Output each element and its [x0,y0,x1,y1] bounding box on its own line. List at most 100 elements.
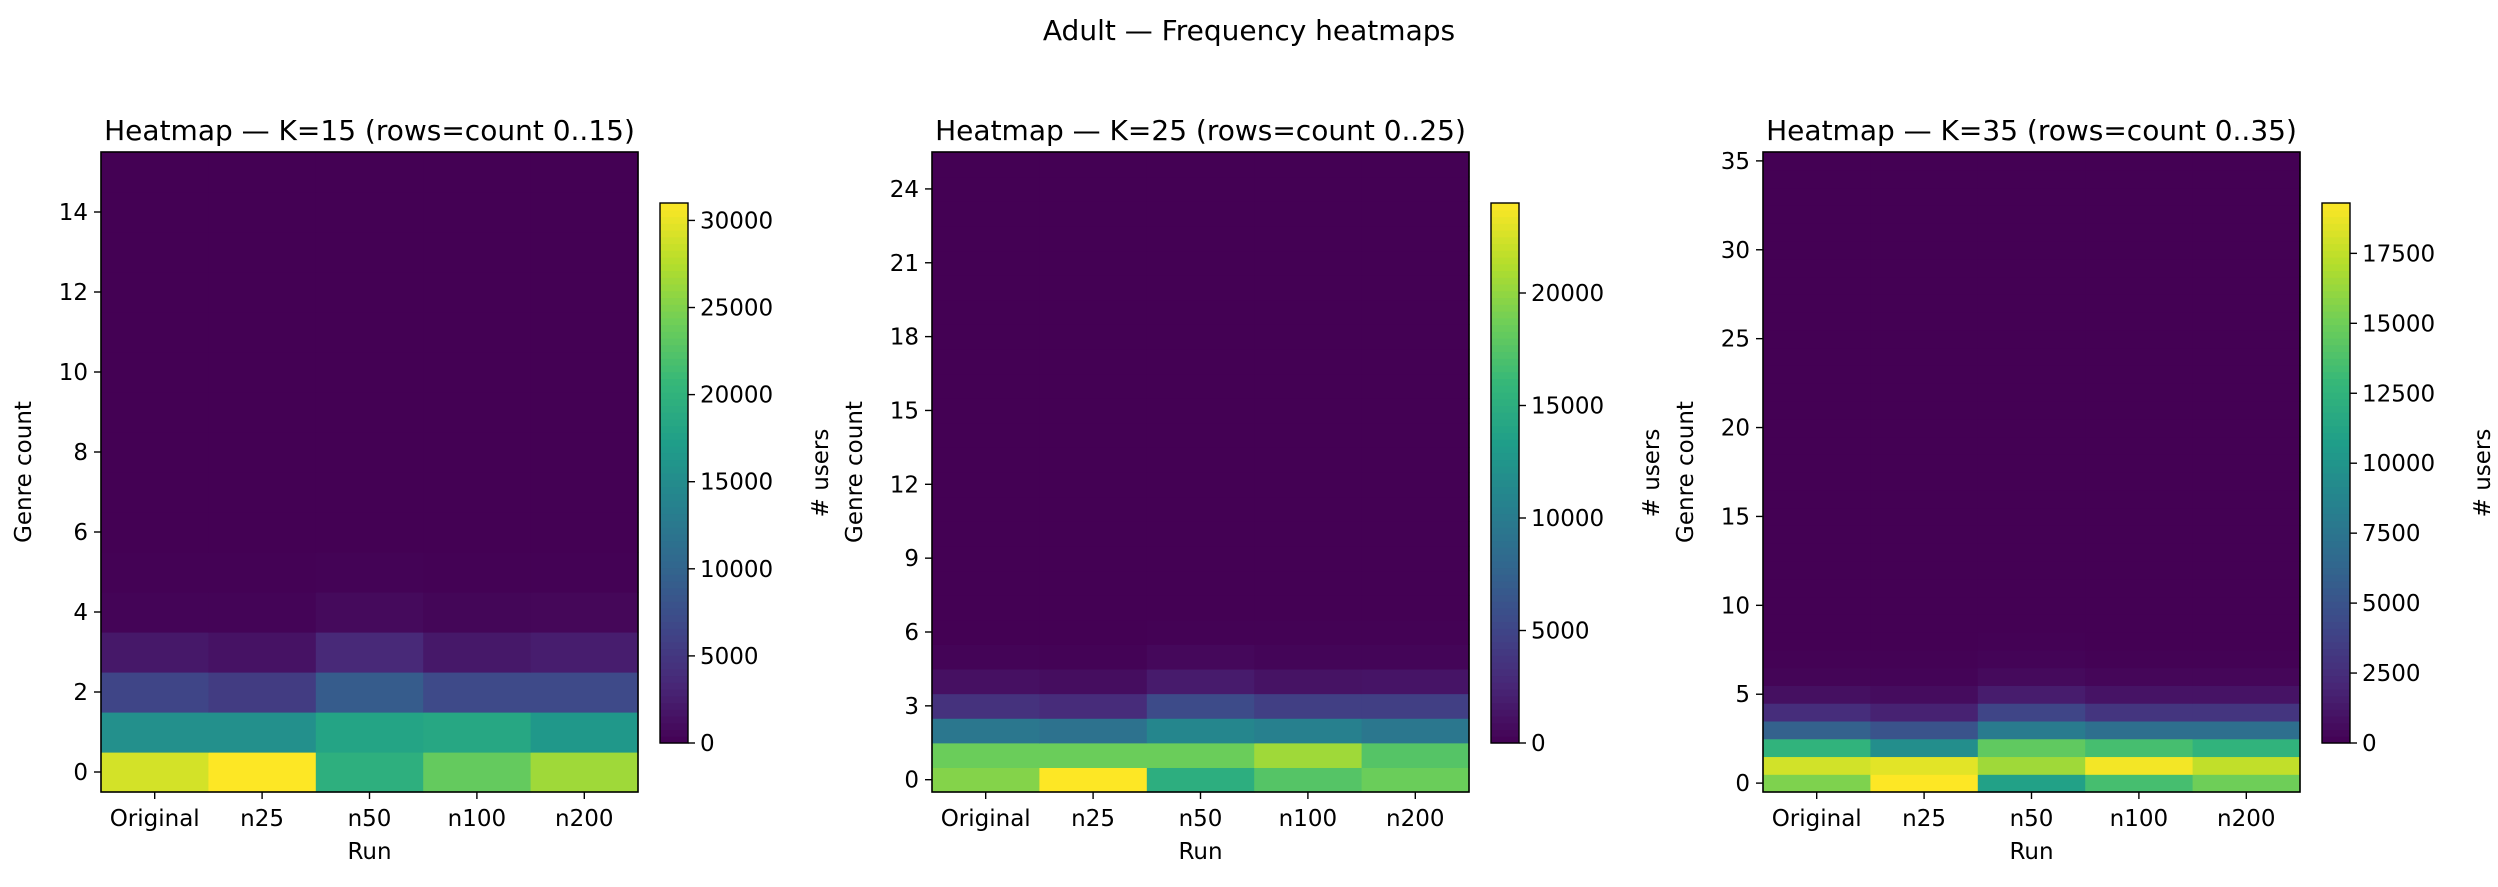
colorbar-segment [660,722,688,731]
colorbar-segment [660,230,688,238]
colorbar-tick-label: 0 [2362,731,2377,757]
colorbar-segment [660,547,688,555]
heatmap-cell [2085,774,2194,793]
heatmap-cell [423,352,532,393]
heatmap-cell [315,352,424,393]
heatmap-cell [2192,294,2301,313]
heatmap-cell [1039,299,1148,325]
heatmap-cell [2085,436,2194,455]
heatmap-cell [932,201,1040,227]
colorbar-segment [2322,689,2350,697]
heatmap-cell [1977,240,2086,260]
heatmap-cell [1763,525,1871,544]
heatmap-cell [2192,169,2301,189]
colorbar-segment [1491,311,1519,319]
heatmap-cell [1361,324,1470,350]
heatmap-cell [423,592,532,633]
colorbar-segment [2322,567,2350,575]
heatmap-cell [2192,525,2301,544]
colorbar-segment [1491,230,1519,238]
colorbar-segment [660,621,688,629]
y-tick-label: 30 [1721,238,1750,264]
colorbar-tick-label: 15000 [700,470,773,496]
colorbar-segment [1491,324,1519,332]
heatmap-cell [1977,258,2086,278]
colorbar-segment [660,338,688,346]
heatmap-cell [101,512,209,553]
colorbar-segment [660,641,688,650]
heatmap-cell [2085,578,2194,598]
x-tick-label: n50 [2010,806,2054,832]
colorbar-segment [1491,257,1519,265]
colorbar-segment [1491,567,1519,575]
heatmap-cell [1361,718,1470,744]
y-tick-label: 20 [1721,416,1750,442]
colorbar-segment [1491,500,1519,508]
colorbar-segment [1491,351,1519,359]
x-tick-label: n100 [448,806,506,832]
heatmap-cell [1039,447,1148,473]
heatmap-cell [2192,720,2301,740]
heatmap-cell [1763,312,1871,331]
heatmap-cell [1254,668,1363,695]
heatmap-cell [1039,373,1148,399]
colorbar-segment [2322,466,2350,474]
x-tick-label: Original [941,806,1031,832]
heatmap-cell [101,232,209,273]
colorbar-segment [2322,574,2350,582]
heatmap-cell [1870,738,1979,758]
colorbar-segment [1491,331,1519,339]
colorbar-segment [1491,297,1519,305]
heatmap-panel-3: Heatmap — K=35 (rows=count 0..35) Origina… [1673,114,2496,865]
colorbar-segment [1491,223,1519,231]
colorbar-segment [1491,344,1519,353]
heatmap-cell [423,632,532,673]
colorbar-segment [2322,594,2350,602]
heatmap-cell [423,552,532,593]
colorbar-segment [2322,311,2350,319]
heatmap-panel-1: Heatmap — K=15 (rows=count 0..15) Origina… [11,114,834,865]
colorbar-segment [660,365,688,373]
colorbar-segment [1491,581,1519,589]
colorbar-segment [2322,506,2350,515]
heatmap-cell [1146,398,1255,424]
heatmap-cell [2192,614,2301,633]
heatmap-cell [1039,348,1148,375]
heatmap-cell [315,432,424,473]
colorbar-segment [2322,439,2350,447]
heatmap-cell [2192,400,2301,420]
colorbar-segment [2322,338,2350,346]
heatmap-cell [1763,418,1871,438]
colorbar-segment [1491,520,1519,528]
colorbar-segment [2322,608,2350,616]
heatmap-cell [315,552,424,593]
x-axis-label: Run [2009,839,2053,865]
heatmap-cell [1361,521,1470,547]
heatmap-cell [530,712,639,753]
colorbar-segment [2322,655,2350,663]
colorbar-segment [2322,317,2350,326]
heatmap-cell [1254,152,1363,178]
colorbar-segment [1491,317,1519,326]
colorbar-segment [1491,709,1519,717]
heatmap-cell [1763,454,1871,473]
heatmap-cell [1146,324,1255,350]
panel-title: Heatmap — K=15 (rows=count 0..15) [104,114,635,147]
heatmap-cell [1977,632,2086,651]
colorbar-segment [2322,601,2350,609]
heatmap-cell [2192,240,2301,260]
heatmap-cell [1361,201,1470,227]
heatmap-cell [2085,756,2194,775]
heatmap-cell [1146,619,1255,645]
colorbar-segment [2322,425,2350,434]
colorbar-segment [2322,716,2350,724]
x-tick-label: n100 [1279,806,1337,832]
heatmap-cell [932,668,1040,695]
heatmap-cell [1977,472,2086,491]
heatmap-cell [1977,383,2086,402]
colorbar-segment [1491,722,1519,731]
heatmap-cell [1039,275,1148,301]
colorbar-segment [660,236,688,245]
colorbar-segment [1491,736,1519,744]
heatmap-cell [1977,614,2086,633]
